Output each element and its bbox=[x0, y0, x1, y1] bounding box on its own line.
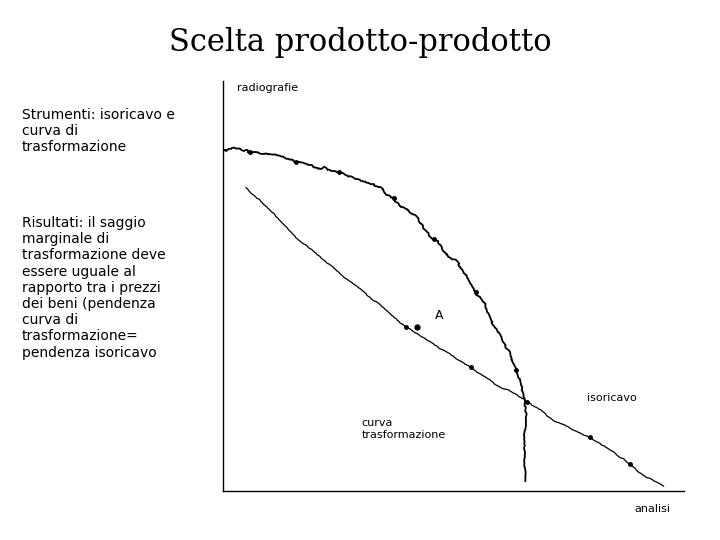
Text: A: A bbox=[435, 309, 444, 322]
Text: Scelta prodotto-prodotto: Scelta prodotto-prodotto bbox=[168, 27, 552, 58]
Text: Risultati: il saggio
marginale di
trasformazione deve
essere uguale al
rapporto : Risultati: il saggio marginale di trasfo… bbox=[22, 216, 165, 360]
Text: isoricavo: isoricavo bbox=[588, 393, 637, 403]
Text: radiografie: radiografie bbox=[237, 83, 298, 93]
Text: Strumenti: isoricavo e
curva di
trasformazione: Strumenti: isoricavo e curva di trasform… bbox=[22, 108, 174, 154]
Text: curva
trasformazione: curva trasformazione bbox=[361, 418, 446, 440]
Text: analisi: analisi bbox=[634, 504, 670, 514]
